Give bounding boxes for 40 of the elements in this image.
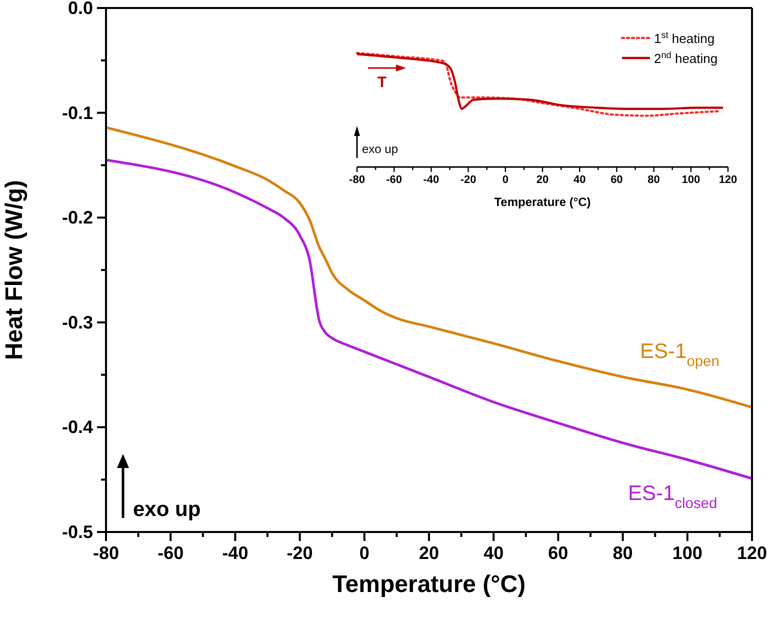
x-axis-title: Temperature (°C) [494, 195, 591, 209]
annotation: exo up [133, 498, 201, 521]
x-tick-label: 120 [736, 543, 768, 563]
x-tick-label: 0 [359, 543, 370, 563]
legend-label: 2$^{nd}$ heating [654, 50, 718, 66]
x-tick-label: -60 [386, 174, 402, 186]
x-tick-label: -20 [460, 174, 476, 186]
x-tick-label: 80 [648, 174, 660, 186]
series-label: ES-1$_{closed}$ [628, 482, 718, 512]
y-tick-label: -0.4 [62, 417, 93, 438]
x-tick-label: -80 [92, 543, 120, 563]
x-tick-label: 80 [612, 543, 633, 563]
x-tick-label: -60 [158, 543, 184, 563]
x-tick-label: 100 [672, 543, 702, 563]
line-series [104, 126, 754, 409]
y-tick-label: -0.2 [62, 208, 93, 228]
y-tick-label: -0.3 [62, 312, 93, 332]
x-axis-title: Temperature (°C) [332, 571, 526, 598]
x-tick-label: 100 [682, 174, 700, 186]
y-axis-title: Heat Flow (W/g) [1, 180, 28, 360]
series-label: ES-1$_{open}$ [640, 340, 720, 370]
x-tick-label: 40 [573, 174, 586, 186]
y-tick-label: -0.5 [62, 522, 93, 542]
x-tick-label: -80 [349, 174, 365, 186]
y-tick-label: 0.0 [68, 0, 93, 18]
x-tick-label: 60 [610, 174, 623, 186]
annotation: T [377, 74, 387, 91]
line-series [104, 158, 754, 480]
x-tick-label: -20 [286, 543, 313, 563]
y-tick-label: -0.1 [62, 102, 93, 123]
x-tick-label: -40 [222, 543, 248, 563]
x-tick-label: 120 [718, 174, 738, 186]
x-tick-label: 40 [484, 543, 504, 563]
legend-label: 1$^{st}$ heating [654, 30, 715, 46]
x-tick-label: -40 [423, 174, 440, 186]
x-tick-label: 60 [548, 543, 568, 563]
x-tick-label: 0 [502, 174, 508, 186]
x-tick-label: 20 [418, 543, 440, 563]
x-tick-label: 20 [536, 174, 549, 186]
annotation: exo up [362, 142, 398, 156]
